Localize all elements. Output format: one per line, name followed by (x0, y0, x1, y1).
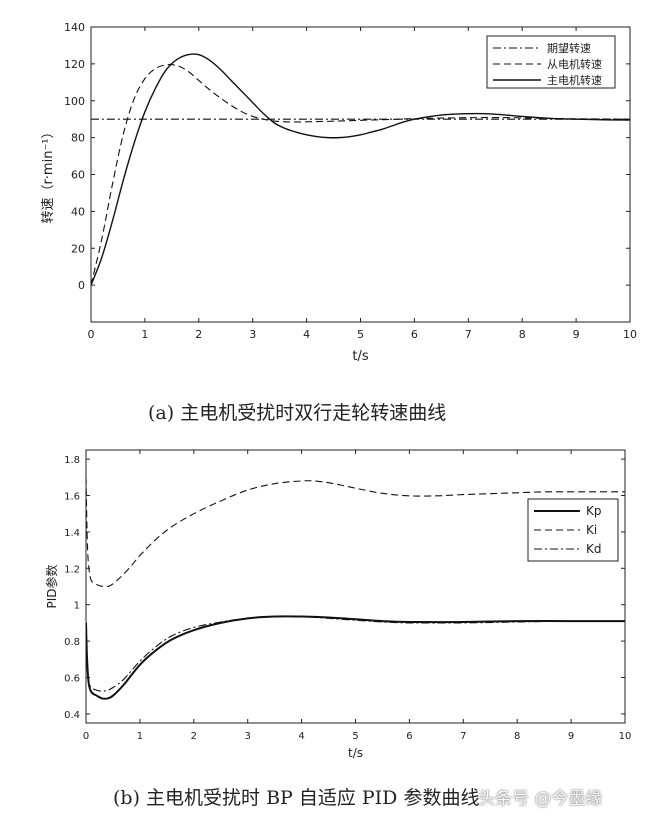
x-tick-label: 10 (619, 731, 632, 742)
x-tick-label: 6 (406, 731, 412, 742)
x-tick-label: 9 (573, 328, 580, 341)
y-tick-label: 0.8 (64, 637, 80, 648)
y-tick-label: 1 (74, 601, 80, 612)
x-tick-label: 3 (245, 731, 251, 742)
y-tick-label: 1.2 (64, 564, 80, 575)
x-tick-label: 4 (298, 731, 304, 742)
y-tick-label: 0.6 (64, 674, 80, 685)
x-tick-label: 8 (514, 731, 520, 742)
y-tick-label: 40 (71, 205, 85, 218)
series-line-Kp (86, 615, 625, 700)
y-tick-label: 120 (64, 58, 85, 71)
x-tick-label: 5 (352, 731, 358, 742)
series-line-Kd (86, 615, 625, 692)
watermark: 头条号 @今墨缘 (478, 789, 603, 809)
chart-a-speed: 0 1 2 3 4 5 6 7 8 9 10020406080100120140t/s转速（r·mi… (41, 21, 637, 364)
x-tick-label: 0 (83, 731, 89, 742)
y-tick-label: 0 (78, 279, 85, 292)
x-tick-label: 9 (568, 731, 574, 742)
y-axis-label: PID参数 (44, 564, 59, 608)
legend-label: 从电机转速 (547, 57, 602, 71)
x-tick-label: 2 (191, 731, 197, 742)
y-tick-label: 1.4 (64, 528, 80, 539)
y-tick-label: 1.6 (64, 492, 80, 503)
plot-area-frame (85, 449, 626, 724)
x-tick-label: 4 (303, 328, 310, 341)
legend-label: Ki (586, 523, 597, 537)
caption-a: (a) 主电机受扰时双行走轮转速曲线 (148, 402, 447, 424)
x-tick-label: 2 (195, 328, 202, 341)
y-tick-label: 20 (71, 242, 85, 255)
y-tick-label: 80 (71, 132, 85, 145)
x-tick-label: 5 (357, 328, 364, 341)
series-line-主电机转速 (91, 53, 630, 286)
y-tick-label: 60 (71, 169, 85, 182)
y-axis-label: 转速（r·min⁻¹） (41, 125, 56, 223)
x-axis-label: t/s (352, 349, 368, 364)
series-line-从电机转速 (91, 64, 630, 286)
chart-b-pid: 0 1 2 3 4 5 6 7 8 9 10 0.4 0.6 0.8 1 1.2 1.4 1.6 1.8 t/s PID… (44, 449, 632, 760)
x-axis-label: t/s (348, 746, 363, 760)
legend-label: Kd (586, 542, 602, 556)
x-tick-label: 1 (137, 731, 143, 742)
y-tick-label: 1.8 (64, 455, 80, 466)
y-tick-label: 100 (64, 95, 85, 108)
legend-label: 主电机转速 (547, 73, 602, 87)
x-tick-label: 6 (411, 328, 418, 341)
y-tick-label: 140 (64, 21, 85, 34)
y-tick-label: 0.4 (64, 710, 80, 721)
x-tick-label: 7 (465, 328, 472, 341)
x-tick-label: 10 (623, 328, 637, 341)
x-tick-label: 8 (519, 328, 526, 341)
series-line-Ki (86, 477, 625, 588)
x-tick-label: 0 (88, 328, 95, 341)
legend-label: Kp (586, 504, 602, 518)
x-tick-label: 1 (141, 328, 148, 341)
legend-label: 期望转速 (547, 41, 591, 55)
caption-b: (b) 主电机受扰时 BP 自适应 PID 参数曲线 (113, 787, 480, 809)
x-tick-label: 3 (249, 328, 256, 341)
x-tick-label: 7 (460, 731, 466, 742)
